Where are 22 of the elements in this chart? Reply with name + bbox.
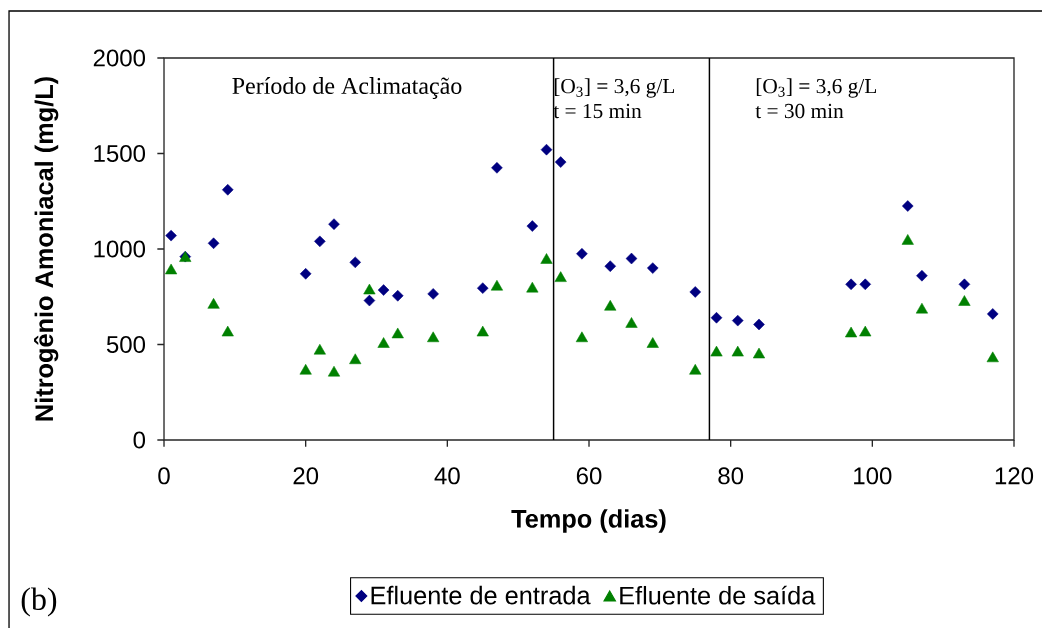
y-axis-title: Nitrogênio Amoniacal (mg/L) xyxy=(34,77,59,421)
x-tick-label: 20 xyxy=(293,467,319,485)
annotation: t = 30 min xyxy=(755,103,844,119)
x-tick-label: 80 xyxy=(718,467,744,485)
annotation: [O$_{3}$] = 3,6 g/L xyxy=(756,78,877,98)
annotation: Período de Aclimatação xyxy=(232,77,462,99)
x-tick-label: 40 xyxy=(434,467,460,485)
y-tick-label: 2000 xyxy=(93,49,146,67)
x-tick-label: 100 xyxy=(854,467,892,485)
x-tick-label: 0 xyxy=(158,467,170,485)
legend-label: Efluente de entrada xyxy=(371,585,591,605)
annotation: [O$_{3}$] = 3,6 g/L xyxy=(554,78,675,98)
y-tick-label: 1000 xyxy=(94,240,146,258)
x-tick-label: 60 xyxy=(576,467,602,485)
annotation: t = 15 min xyxy=(553,103,642,119)
y-tick-label: 1500 xyxy=(94,144,146,162)
y-tick-label: 0 xyxy=(133,431,146,449)
y-tick-label: 500 xyxy=(106,335,146,353)
legend-label: Efluente de saída xyxy=(620,585,816,605)
x-tick-label: 120 xyxy=(995,467,1034,485)
x-axis-title: Tempo (dias) xyxy=(511,509,666,533)
text: (b) xyxy=(21,587,57,617)
